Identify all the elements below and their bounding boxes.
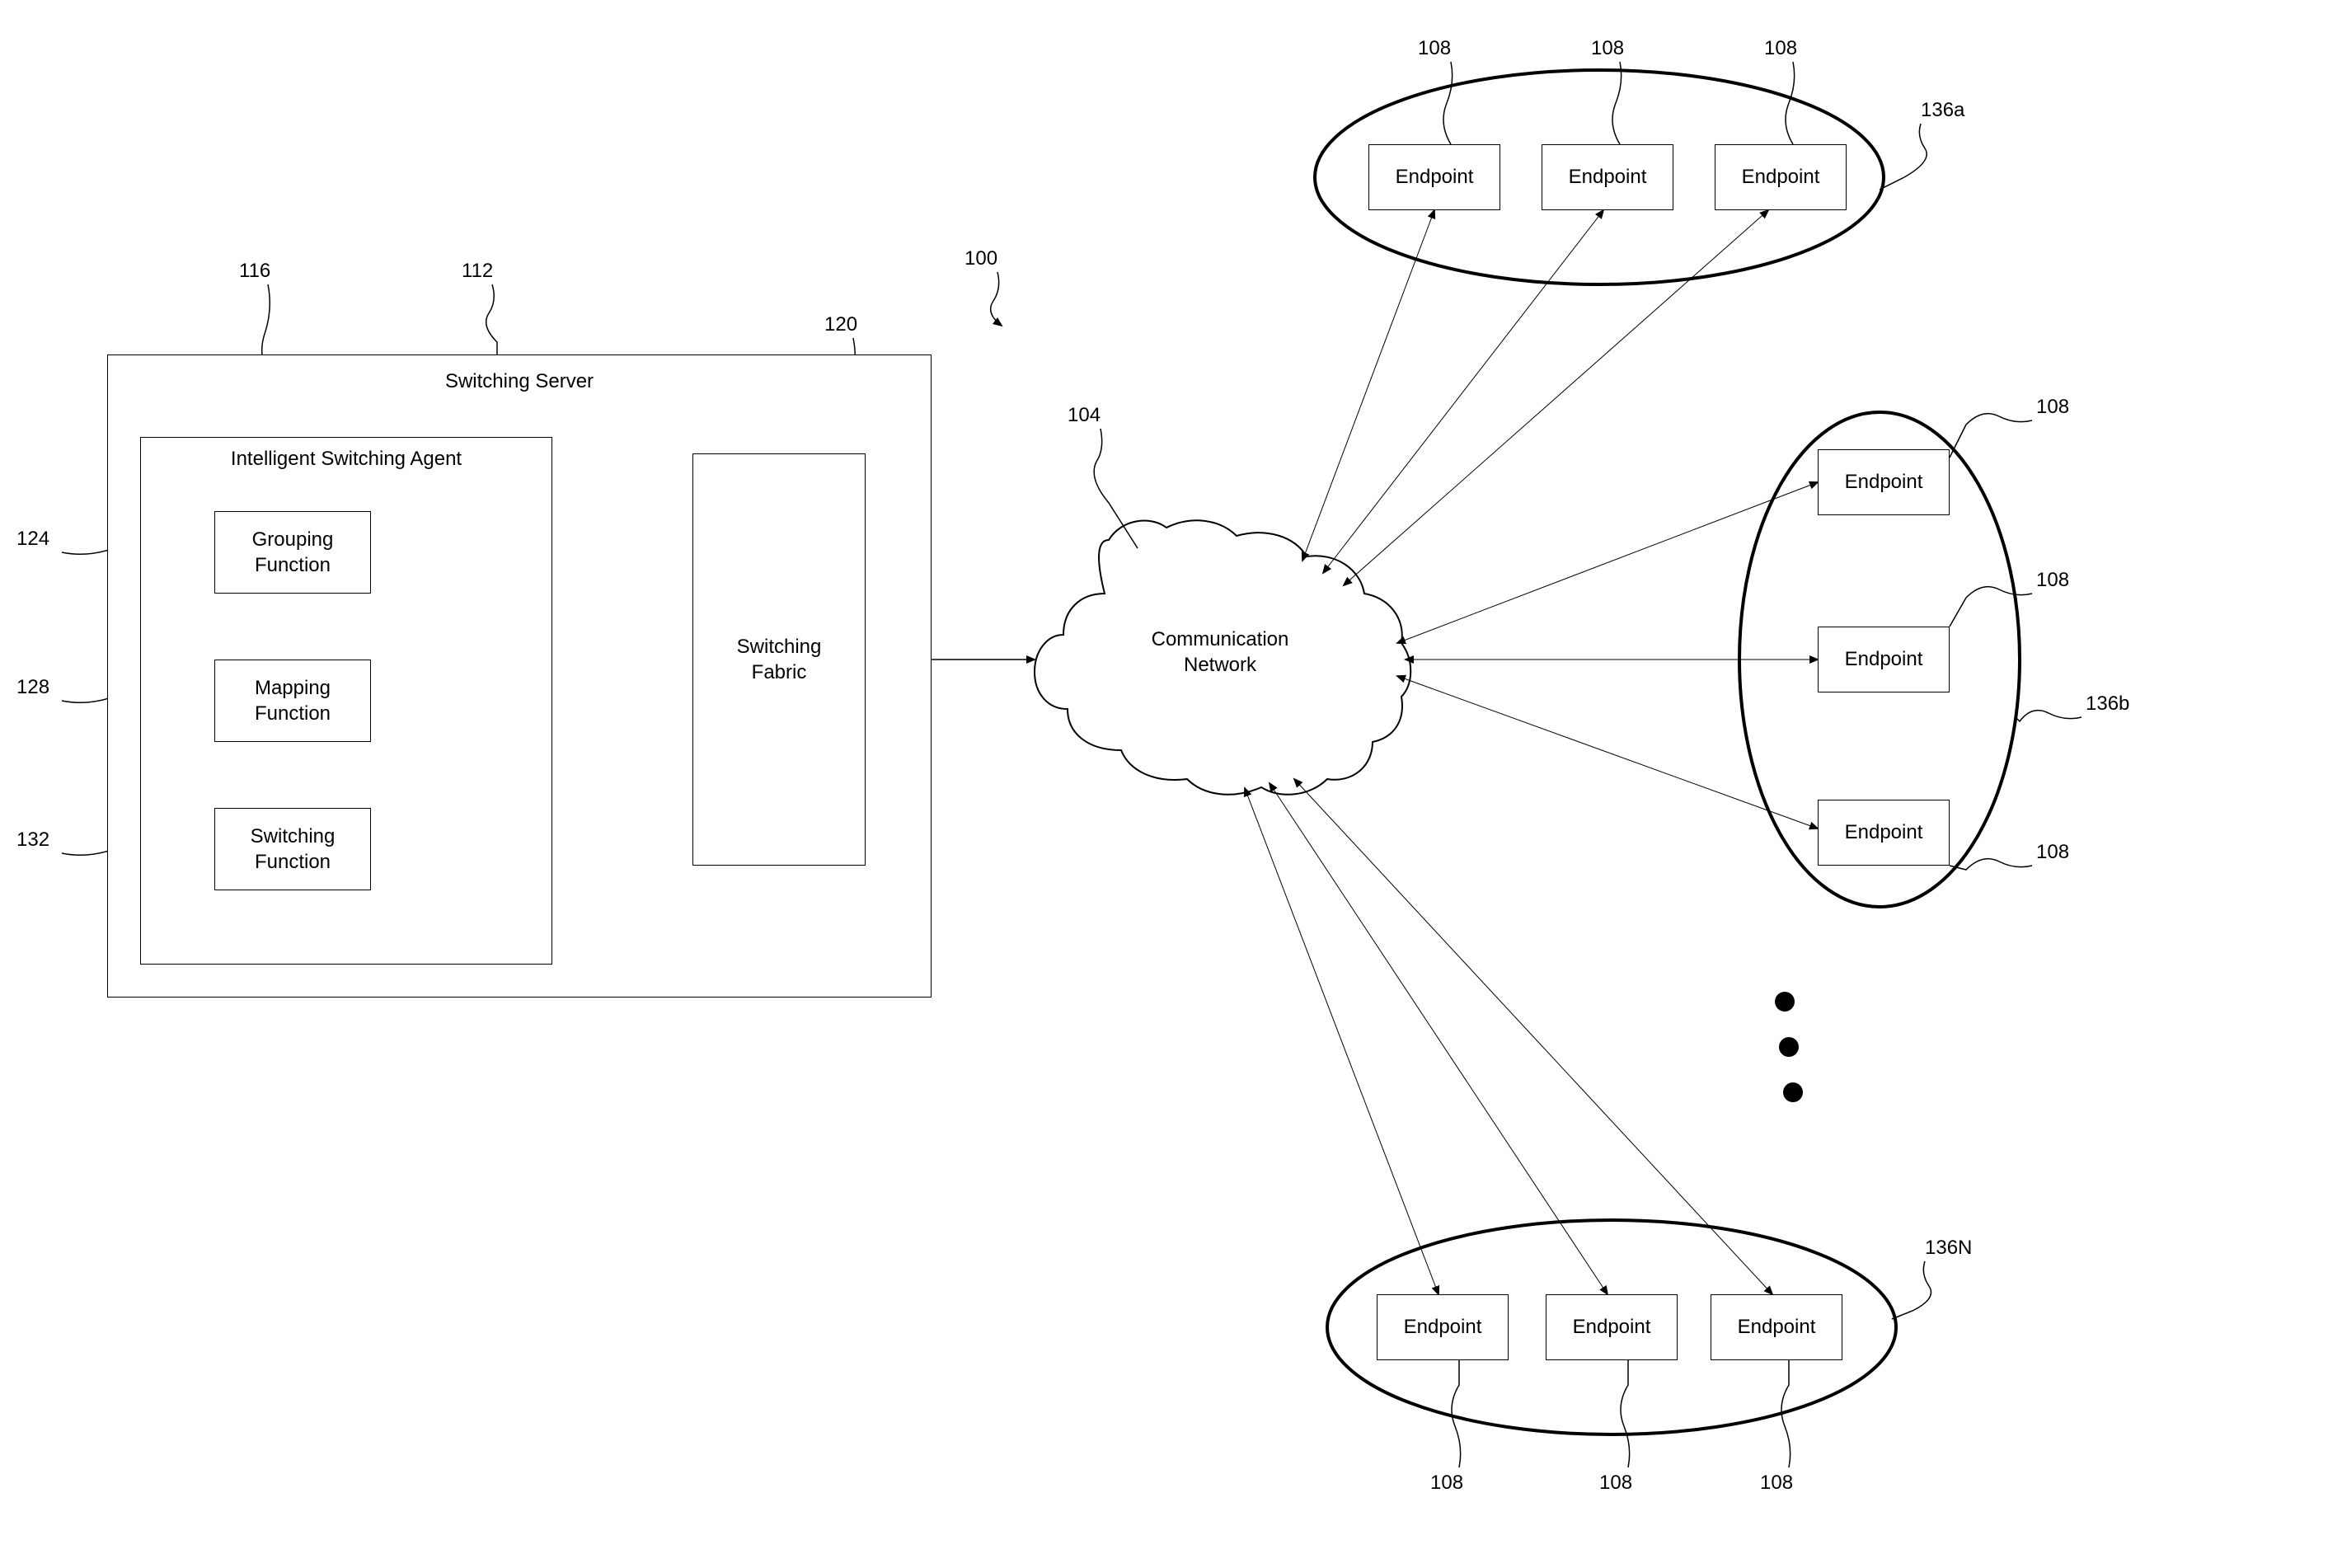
- ref-136a: 136a: [1921, 99, 1964, 122]
- ref-108-n1: 108: [1430, 1472, 1463, 1495]
- ref-136b: 136b: [2086, 692, 2129, 716]
- endpoint-b1: Endpoint: [1818, 449, 1950, 515]
- ref-108-n3: 108: [1760, 1472, 1793, 1495]
- edge-cloud-n2: [1270, 783, 1607, 1294]
- ellipsis-dot-3: [1783, 1082, 1803, 1102]
- leader-100: [991, 272, 1002, 326]
- leader-108-a2: [1612, 62, 1622, 144]
- leader-136N: [1892, 1261, 1931, 1319]
- mapping-function-label: Mapping Function: [255, 675, 331, 726]
- mapping-function-box: Mapping Function: [214, 660, 371, 742]
- ref-108-a1: 108: [1418, 37, 1451, 60]
- leader-108-a3: [1786, 62, 1795, 144]
- edge-cloud-b3: [1397, 676, 1818, 829]
- endpoint-b2: Endpoint: [1818, 627, 1950, 692]
- ref-108-a3: 108: [1764, 37, 1797, 60]
- endpoint-a2: Endpoint: [1542, 144, 1673, 210]
- grouping-function-box: Grouping Function: [214, 511, 371, 594]
- ref-104: 104: [1068, 404, 1101, 427]
- leader-112: [486, 284, 497, 354]
- ellipsis-dot-1: [1775, 992, 1795, 1012]
- switching-fabric-label: Switching Fabric: [737, 634, 822, 685]
- ref-112: 112: [462, 260, 493, 283]
- leader-108-b2: [1950, 587, 2032, 627]
- leader-108-n2: [1621, 1360, 1630, 1467]
- endpoint-n1: Endpoint: [1377, 1294, 1509, 1360]
- ref-132: 132: [16, 829, 49, 852]
- endpoint-b3: Endpoint: [1818, 800, 1950, 866]
- ref-116: 116: [239, 260, 270, 283]
- leader-108-a1: [1443, 62, 1453, 144]
- leader-136a: [1880, 124, 1927, 190]
- edge-cloud-n3: [1294, 779, 1772, 1294]
- ref-108-b1: 108: [2036, 396, 2069, 419]
- ellipsis-dot-2: [1779, 1037, 1799, 1057]
- ref-124: 124: [16, 528, 49, 551]
- ref-108-b3: 108: [2036, 841, 2069, 864]
- edge-cloud-a2: [1323, 210, 1603, 573]
- edge-cloud-a3: [1344, 210, 1768, 585]
- endpoint-a1: Endpoint: [1368, 144, 1500, 210]
- endpoint-n3: Endpoint: [1711, 1294, 1842, 1360]
- ref-108-b2: 108: [2036, 569, 2069, 592]
- leader-108-n1: [1452, 1360, 1461, 1467]
- switching-server-label: Switching Server: [445, 370, 594, 393]
- switching-function-box: Switching Function: [214, 808, 371, 890]
- ref-136N: 136N: [1925, 1237, 1972, 1260]
- endpoint-n2: Endpoint: [1546, 1294, 1678, 1360]
- intelligent-agent-label: Intelligent Switching Agent: [231, 448, 462, 471]
- grouping-function-label: Grouping Function: [252, 527, 334, 578]
- comm-network-label: Communication Network: [1129, 627, 1311, 678]
- switching-function-label: Switching Function: [251, 824, 336, 875]
- leader-136b: [2016, 711, 2082, 721]
- edge-cloud-a1: [1302, 210, 1434, 561]
- edge-cloud-b1: [1397, 482, 1818, 643]
- edge-cloud-n1: [1245, 788, 1439, 1294]
- ref-128: 128: [16, 676, 49, 699]
- leader-108-b1: [1950, 414, 2032, 458]
- ref-108-n2: 108: [1599, 1472, 1632, 1495]
- switching-fabric-box: Switching Fabric: [692, 453, 866, 866]
- ref-100: 100: [964, 247, 997, 270]
- endpoint-a3: Endpoint: [1715, 144, 1847, 210]
- ref-120: 120: [824, 313, 857, 336]
- ref-108-a2: 108: [1591, 37, 1624, 60]
